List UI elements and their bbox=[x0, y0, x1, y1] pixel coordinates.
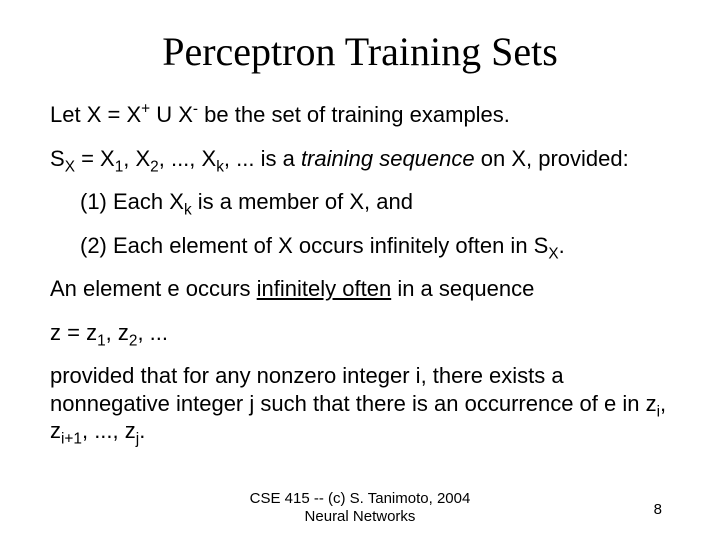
text: be the set of training examples. bbox=[198, 102, 510, 127]
provided-clause: provided that for any nonzero integer i,… bbox=[50, 362, 670, 445]
subscript: 1 bbox=[115, 158, 124, 175]
definition-sx: SX = X1, X2, ..., Xk, ... is a training … bbox=[50, 145, 670, 173]
text: is a member of X, and bbox=[192, 189, 413, 214]
underline-term: infinitely often bbox=[257, 276, 392, 301]
text: in a sequence bbox=[391, 276, 534, 301]
text: (1) Each X bbox=[80, 189, 184, 214]
slide-body: Let X = X+ U X- be the set of training e… bbox=[50, 101, 670, 445]
text: (2) Each element of X occurs infinitely … bbox=[80, 233, 548, 258]
text: Let X = X bbox=[50, 102, 141, 127]
subscript: k bbox=[184, 201, 192, 218]
sequence-z: z = z1, z2, ... bbox=[50, 319, 670, 347]
text: , ... is a bbox=[224, 146, 301, 171]
page-number: 8 bbox=[654, 501, 662, 518]
text: U X bbox=[150, 102, 193, 127]
subscript: 2 bbox=[150, 158, 159, 175]
text: , ..., X bbox=[159, 146, 216, 171]
text: , ..., z bbox=[82, 418, 136, 443]
text: z = z bbox=[50, 320, 97, 345]
text: An element e occurs bbox=[50, 276, 257, 301]
condition-2: (2) Each element of X occurs infinitely … bbox=[80, 232, 670, 260]
infinitely-often-def: An element e occurs infinitely often in … bbox=[50, 275, 670, 303]
definition-x: Let X = X+ U X- be the set of training e… bbox=[50, 101, 670, 129]
slide-title: Perceptron Training Sets bbox=[50, 28, 670, 75]
italic-term: training sequence bbox=[301, 146, 475, 171]
text: . bbox=[139, 418, 145, 443]
subscript: k bbox=[216, 158, 224, 175]
footer-text: CSE 415 -- (c) S. Tanimoto, 2004 Neural … bbox=[250, 490, 471, 526]
superscript-plus: + bbox=[141, 101, 150, 118]
text: S bbox=[50, 146, 65, 171]
text: , X bbox=[123, 146, 150, 171]
text: , ... bbox=[137, 320, 168, 345]
text: on X, provided: bbox=[475, 146, 629, 171]
subscript: X bbox=[548, 245, 558, 262]
footer-line-2: Neural Networks bbox=[305, 508, 416, 525]
text: provided that for any nonzero integer i,… bbox=[50, 363, 657, 416]
subscript: 1 bbox=[97, 332, 106, 349]
footer: CSE 415 -- (c) S. Tanimoto, 2004 Neural … bbox=[0, 490, 720, 526]
text: . bbox=[559, 233, 565, 258]
text: , z bbox=[106, 320, 129, 345]
subscript: i+1 bbox=[61, 430, 82, 447]
text: = X bbox=[75, 146, 115, 171]
subscript: X bbox=[65, 158, 75, 175]
condition-1: (1) Each Xk is a member of X, and bbox=[80, 188, 670, 216]
slide: Perceptron Training Sets Let X = X+ U X-… bbox=[0, 0, 720, 540]
footer-line-1: CSE 415 -- (c) S. Tanimoto, 2004 bbox=[250, 490, 471, 507]
